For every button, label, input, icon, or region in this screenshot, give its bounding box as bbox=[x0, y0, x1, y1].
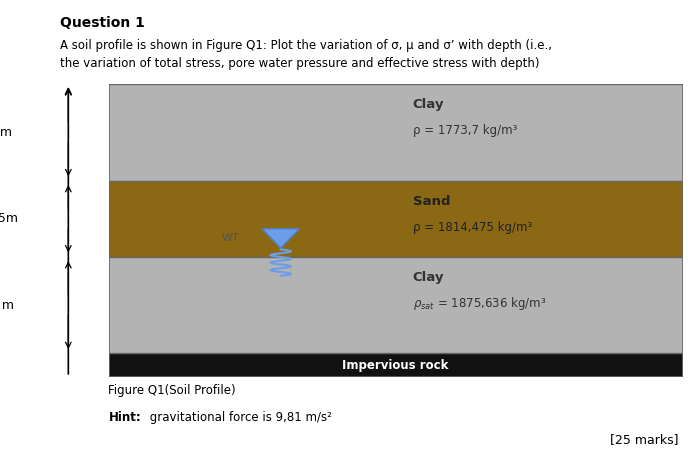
Bar bbox=[108, 257, 682, 353]
Text: Clay: Clay bbox=[413, 98, 444, 111]
Text: Sand: Sand bbox=[413, 195, 450, 207]
Text: [25 marks]: [25 marks] bbox=[610, 433, 679, 446]
Text: the variation of total stress, pore water pressure and effective stress with dep: the variation of total stress, pore wate… bbox=[60, 57, 539, 70]
Text: A soil profile is shown in Figure Q1: Plot the variation of σ, μ and σ’ with dep: A soil profile is shown in Figure Q1: Pl… bbox=[60, 39, 552, 52]
Text: Question 1: Question 1 bbox=[60, 16, 144, 30]
Bar bbox=[108, 181, 682, 257]
Text: Clay: Clay bbox=[413, 271, 444, 284]
Bar bbox=[108, 84, 682, 181]
Text: 2m: 2m bbox=[0, 126, 13, 139]
Text: $\rho_{sat}$ = 1875,636 kg/m³: $\rho_{sat}$ = 1875,636 kg/m³ bbox=[413, 295, 546, 312]
Text: 4 m: 4 m bbox=[0, 299, 14, 311]
Bar bbox=[108, 353, 682, 377]
Text: gravitational force is 9,81 m/s²: gravitational force is 9,81 m/s² bbox=[146, 411, 332, 424]
Polygon shape bbox=[262, 229, 299, 248]
Text: ρ = 1773,7 kg/m³: ρ = 1773,7 kg/m³ bbox=[413, 124, 517, 138]
Text: Figure Q1(Soil Profile): Figure Q1(Soil Profile) bbox=[108, 384, 236, 397]
Text: 2,5m: 2,5m bbox=[0, 212, 18, 225]
Text: ρ = 1814,475 kg/m³: ρ = 1814,475 kg/m³ bbox=[413, 221, 532, 234]
Text: WT: WT bbox=[222, 233, 239, 243]
Text: Hint:: Hint: bbox=[108, 411, 141, 424]
Text: Impervious rock: Impervious rock bbox=[342, 359, 449, 372]
